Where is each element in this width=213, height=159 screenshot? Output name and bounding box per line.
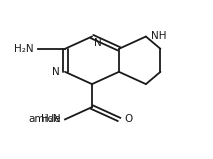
- Text: N: N: [52, 67, 60, 77]
- Text: N: N: [94, 38, 102, 48]
- Text: amide: amide: [28, 114, 61, 124]
- Text: NH: NH: [151, 31, 167, 41]
- Text: H₂N: H₂N: [41, 114, 61, 124]
- Text: O: O: [124, 114, 132, 124]
- Text: H₂N: H₂N: [14, 44, 34, 54]
